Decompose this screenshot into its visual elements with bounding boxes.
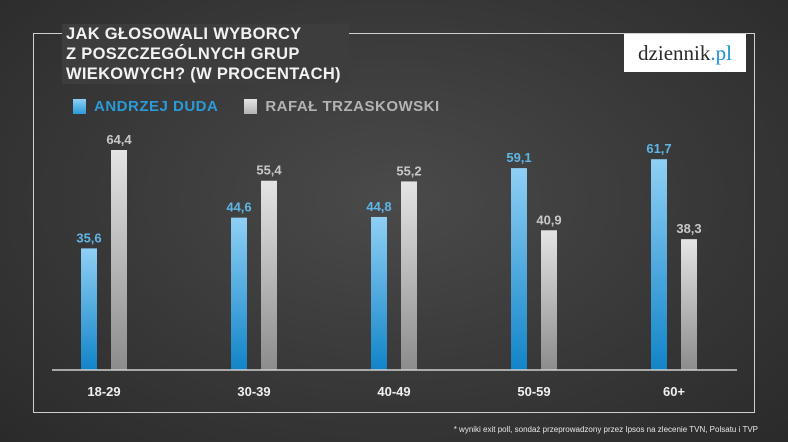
x-tick-label-30-39: 30-39	[237, 384, 270, 399]
bar-trzaskowski-40-49	[401, 181, 417, 370]
bar-trzaskowski-30-39	[261, 180, 277, 370]
data-label-duda-60+: 61,7	[646, 141, 671, 156]
bar-trzaskowski-50-59	[541, 230, 557, 370]
title-line-3: WIEKOWYCH? (W PROCENTACH)	[66, 65, 341, 83]
data-label-trzaskowski-40-49: 55,2	[396, 163, 421, 178]
bar-duda-18-29	[81, 248, 97, 370]
brand-logo: dziennik .pl	[624, 34, 746, 72]
title-line-2: Z POSZCZEGÓLNYCH GRUP	[66, 45, 300, 63]
data-label-duda-40-49: 44,8	[366, 199, 391, 214]
bar-duda-50-59	[511, 168, 527, 370]
data-label-trzaskowski-60+: 38,3	[676, 221, 701, 236]
title-line-1: JAK GŁOSOWALI WYBORCY	[66, 25, 302, 43]
brand-suffix: .pl	[710, 40, 732, 65]
data-label-trzaskowski-30-39: 55,4	[256, 163, 282, 178]
legend-item-trzaskowski: RAFAŁ TRZASKOWSKI	[244, 98, 439, 115]
bar-trzaskowski-18-29	[111, 150, 127, 370]
bar-duda-60+	[651, 159, 667, 370]
bar-duda-40-49	[371, 216, 387, 370]
brand-name: dziennik	[638, 40, 711, 65]
data-label-duda-30-39: 44,6	[226, 200, 251, 215]
bar-duda-30-39	[231, 217, 247, 370]
legend-item-duda: ANDRZEJ DUDA	[73, 98, 218, 115]
x-tick-label-60+: 60+	[663, 384, 685, 399]
legend: ANDRZEJ DUDA RAFAŁ TRZASKOWSKI	[73, 98, 440, 115]
legend-swatch-trzaskowski	[244, 99, 258, 114]
data-label-trzaskowski-50-59: 40,9	[536, 212, 561, 227]
chart-title: JAK GŁOSOWALI WYBORCY Z POSZCZEGÓLNYCH G…	[62, 24, 349, 84]
legend-swatch-duda	[73, 99, 86, 114]
x-tick-label-40-49: 40-49	[377, 384, 410, 399]
footnote: * wyniki exit poll, sondaż przeprowadzon…	[453, 425, 758, 434]
data-label-duda-18-29: 35,6	[76, 230, 101, 245]
x-tick-label-18-29: 18-29	[87, 384, 120, 399]
data-label-duda-50-59: 59,1	[506, 150, 531, 165]
bar-trzaskowski-60+	[681, 239, 697, 370]
data-label-trzaskowski-18-29: 64,4	[106, 132, 132, 147]
chart-frame	[33, 33, 755, 413]
legend-label-trzaskowski: RAFAŁ TRZASKOWSKI	[265, 98, 440, 115]
legend-label-duda: ANDRZEJ DUDA	[94, 98, 219, 115]
x-tick-label-50-59: 50-59	[517, 384, 550, 399]
